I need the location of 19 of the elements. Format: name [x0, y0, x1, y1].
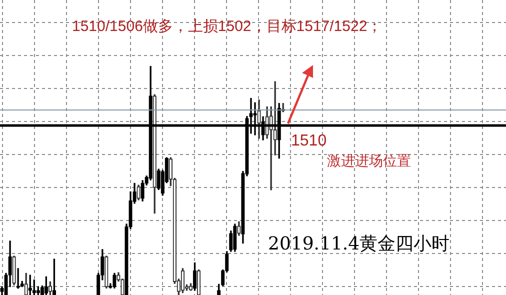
candlestick [233, 224, 237, 252]
candlestick [112, 272, 116, 288]
annotation: 1510 [291, 132, 327, 150]
candlestick [217, 284, 221, 295]
candlestick [16, 268, 20, 289]
candlestick [104, 256, 108, 288]
candlestick [36, 286, 40, 295]
chart-title: 1510/1506做多，上损1502，目标1517/1522； [72, 18, 382, 36]
candlestick [40, 286, 44, 295]
annotation: 激进进场位置 [327, 154, 411, 170]
candlestick [12, 256, 16, 286]
candlestick [52, 258, 56, 295]
candlestick [269, 106, 273, 190]
candlestick [188, 283, 193, 291]
candlestick [136, 184, 140, 200]
annotation: 2019.11.4黄金四小时 [268, 234, 450, 255]
candlestick [257, 100, 261, 139]
candlestick [28, 274, 32, 295]
candlestick [237, 221, 241, 236]
